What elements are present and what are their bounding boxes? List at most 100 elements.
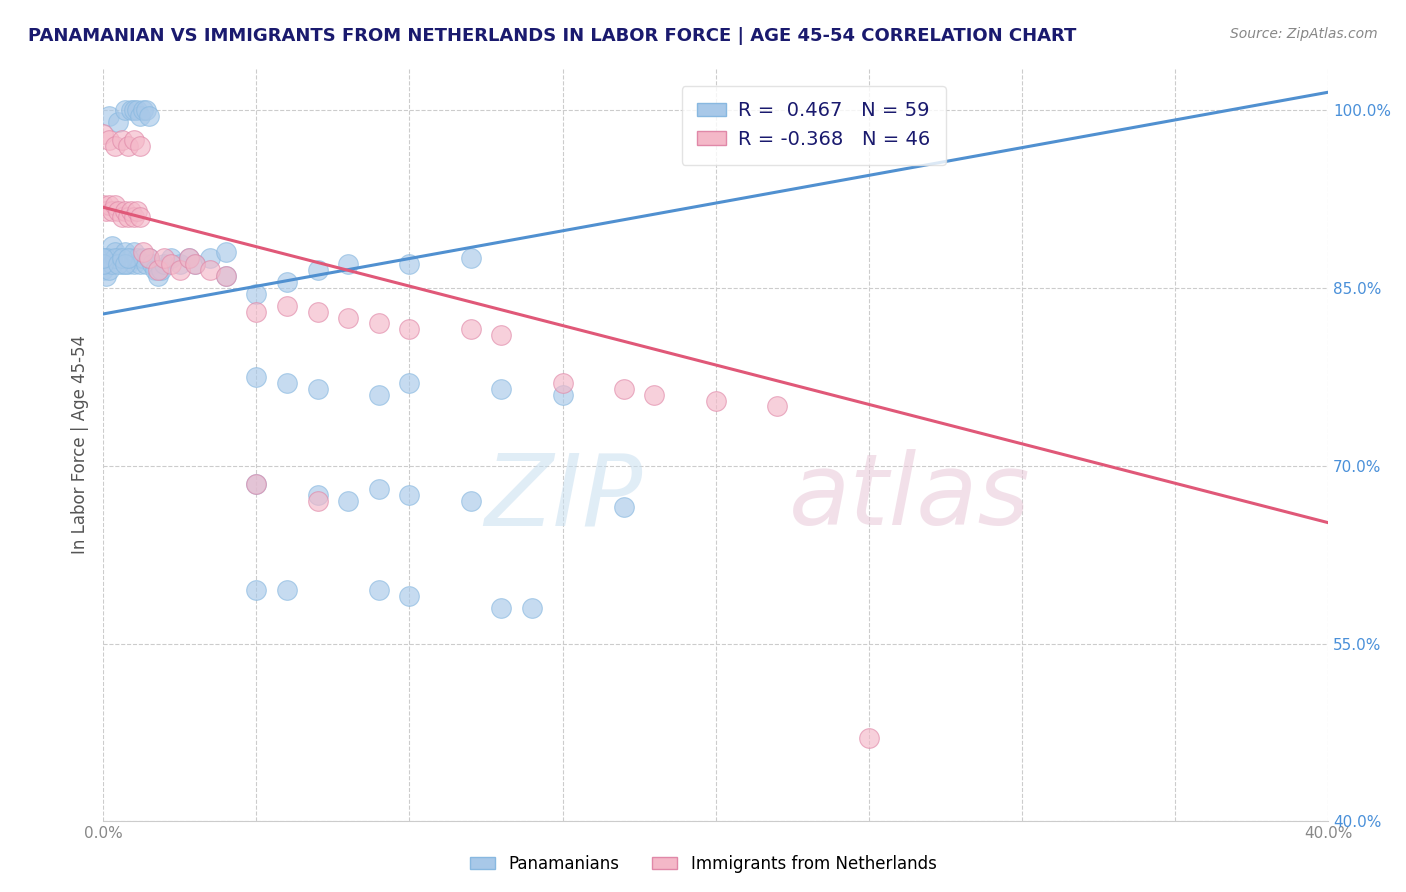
- Point: [91, 127, 114, 141]
- Point: [367, 317, 389, 331]
- Point: [460, 252, 482, 266]
- Point: [307, 382, 329, 396]
- Point: [135, 103, 157, 117]
- Point: [398, 589, 420, 603]
- Point: [367, 387, 389, 401]
- Point: [122, 257, 145, 271]
- Point: [122, 103, 145, 117]
- Point: [128, 257, 150, 271]
- Point: [276, 275, 298, 289]
- Point: [132, 103, 155, 117]
- Point: [551, 376, 574, 390]
- Point: [143, 263, 166, 277]
- Point: [138, 252, 160, 266]
- Point: [159, 252, 181, 266]
- Point: [107, 115, 129, 129]
- Point: [125, 103, 148, 117]
- Point: [460, 494, 482, 508]
- Point: [101, 257, 124, 271]
- Point: [107, 257, 129, 271]
- Point: [337, 310, 360, 325]
- Point: [128, 138, 150, 153]
- Point: [276, 583, 298, 598]
- Point: [98, 109, 121, 123]
- Point: [307, 494, 329, 508]
- Point: [245, 476, 267, 491]
- Point: [398, 322, 420, 336]
- Point: [148, 263, 170, 277]
- Point: [551, 387, 574, 401]
- Point: [132, 245, 155, 260]
- Point: [114, 257, 136, 271]
- Point: [367, 583, 389, 598]
- Point: [138, 252, 160, 266]
- Point: [110, 210, 132, 224]
- Y-axis label: In Labor Force | Age 45-54: In Labor Force | Age 45-54: [72, 335, 89, 555]
- Point: [120, 203, 142, 218]
- Point: [104, 245, 127, 260]
- Point: [337, 257, 360, 271]
- Text: Source: ZipAtlas.com: Source: ZipAtlas.com: [1230, 27, 1378, 41]
- Point: [122, 210, 145, 224]
- Point: [491, 382, 513, 396]
- Point: [122, 245, 145, 260]
- Point: [169, 263, 191, 277]
- Point: [128, 109, 150, 123]
- Point: [98, 198, 121, 212]
- Point: [120, 252, 142, 266]
- Point: [110, 257, 132, 271]
- Point: [91, 263, 114, 277]
- Point: [200, 252, 222, 266]
- Point: [110, 133, 132, 147]
- Point: [460, 322, 482, 336]
- Point: [114, 103, 136, 117]
- Point: [643, 387, 665, 401]
- Point: [214, 268, 236, 283]
- Point: [398, 376, 420, 390]
- Point: [91, 252, 114, 266]
- Point: [107, 203, 129, 218]
- Point: [169, 257, 191, 271]
- Point: [245, 286, 267, 301]
- Point: [184, 257, 207, 271]
- Point: [138, 109, 160, 123]
- Point: [104, 252, 127, 266]
- Point: [858, 731, 880, 746]
- Text: atlas: atlas: [789, 450, 1031, 546]
- Point: [114, 203, 136, 218]
- Point: [96, 252, 118, 266]
- Point: [96, 268, 118, 283]
- Point: [153, 252, 176, 266]
- Point: [135, 257, 157, 271]
- Point: [110, 252, 132, 266]
- Point: [114, 245, 136, 260]
- Point: [150, 263, 173, 277]
- Point: [704, 393, 727, 408]
- Point: [367, 483, 389, 497]
- Point: [276, 376, 298, 390]
- Point: [117, 138, 139, 153]
- Point: [245, 369, 267, 384]
- Point: [307, 488, 329, 502]
- Point: [125, 203, 148, 218]
- Point: [104, 138, 127, 153]
- Point: [245, 583, 267, 598]
- Point: [117, 252, 139, 266]
- Point: [98, 133, 121, 147]
- Point: [107, 252, 129, 266]
- Point: [245, 304, 267, 318]
- Point: [520, 601, 543, 615]
- Point: [117, 210, 139, 224]
- Point: [141, 257, 163, 271]
- Text: PANAMANIAN VS IMMIGRANTS FROM NETHERLANDS IN LABOR FORCE | AGE 45-54 CORRELATION: PANAMANIAN VS IMMIGRANTS FROM NETHERLAND…: [28, 27, 1077, 45]
- Point: [122, 133, 145, 147]
- Point: [177, 252, 200, 266]
- Point: [398, 488, 420, 502]
- Text: ZIP: ZIP: [484, 450, 643, 546]
- Point: [214, 268, 236, 283]
- Point: [214, 245, 236, 260]
- Point: [120, 103, 142, 117]
- Point: [148, 268, 170, 283]
- Point: [132, 252, 155, 266]
- Point: [613, 382, 636, 396]
